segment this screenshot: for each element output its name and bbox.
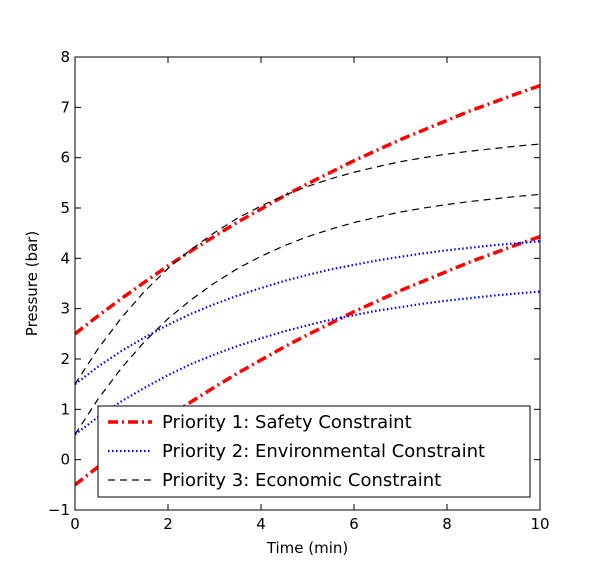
legend: Priority 1: Safety Constraint Priority 2:…	[97, 405, 531, 498]
legend-label-3: Priority 3: Economic Constraint	[162, 470, 441, 491]
legend-label-1: Priority 1: Safety Constraint	[162, 412, 412, 433]
x-tick-label: 6	[349, 515, 359, 533]
y-axis-label: Pressure (bar)	[23, 231, 41, 336]
series-line-4	[75, 290, 540, 436]
y-tick-label: 6	[60, 149, 70, 167]
y-tick-label: 0	[60, 451, 70, 469]
series-line-3	[75, 240, 540, 386]
x-tick-label: 8	[442, 515, 452, 533]
plot-frame	[74, 56, 541, 511]
series-layer	[75, 84, 540, 487]
y-tick-label: 8	[60, 48, 70, 66]
series-line-1	[75, 84, 540, 336]
legend-box	[97, 405, 531, 498]
y-tick-label: −1	[48, 501, 70, 519]
y-tick-label: 5	[60, 199, 70, 217]
legend-label-2: Priority 2: Environmental Constraint	[162, 441, 485, 462]
legend-items: Priority 1: Safety Constraint Priority 2:…	[108, 412, 485, 491]
series-line-2	[75, 235, 540, 487]
series-line-6	[75, 193, 540, 435]
x-axis-label: Time (min)	[266, 539, 348, 557]
x-tick-label: 0	[70, 515, 80, 533]
y-tick-label: 7	[60, 98, 70, 116]
x-tick-label: 10	[530, 515, 549, 533]
y-tick-label: 1	[60, 400, 70, 418]
y-tick-label: 4	[60, 249, 70, 267]
x-tick-label: 2	[163, 515, 173, 533]
series-line-5	[75, 143, 540, 385]
y-tick-label: 2	[60, 350, 70, 368]
y-tick-label: 3	[60, 300, 70, 318]
x-tick-label: 4	[256, 515, 266, 533]
